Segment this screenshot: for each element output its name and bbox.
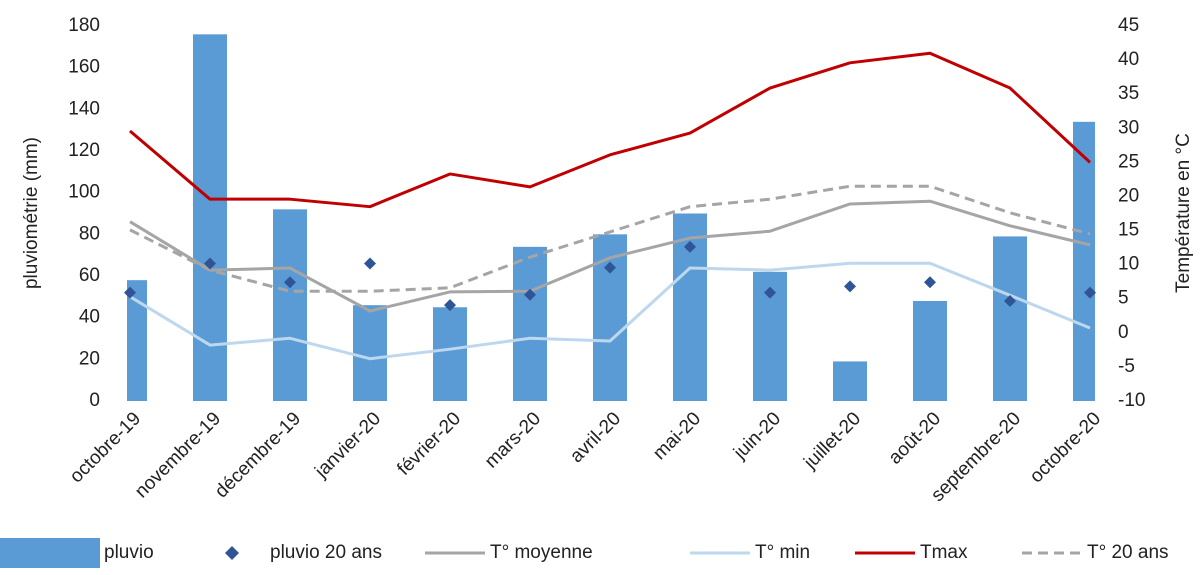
- line: [129, 184, 1091, 293]
- diamond-marker: [364, 257, 376, 270]
- y-tick-label: 140: [68, 98, 100, 119]
- plot-area: [127, 34, 1095, 401]
- bar: [833, 361, 867, 401]
- line: [129, 51, 1092, 209]
- x-tick-label: décembre-19: [211, 408, 305, 502]
- line: [129, 261, 1091, 361]
- y2-axis-title: Température en °C: [1173, 133, 1194, 293]
- bar: [353, 305, 387, 401]
- diamond-marker: [124, 286, 136, 299]
- diamond-marker: [764, 286, 776, 299]
- x-tick-label: juillet-20: [799, 408, 865, 474]
- legend-label: pluvio: [104, 542, 154, 563]
- diamond-marker: [1004, 295, 1016, 307]
- diamond-marker: [204, 257, 216, 270]
- y2-tick-label: 0: [1118, 322, 1129, 343]
- x-tick-label: octobre-19: [66, 408, 145, 487]
- y2-tick-label: 25: [1118, 151, 1139, 172]
- y2-tick-label: -10: [1118, 390, 1145, 411]
- y2-tick-label: 15: [1118, 220, 1139, 241]
- diamond-marker: [1084, 286, 1096, 299]
- bar: [1073, 121, 1095, 401]
- y2-tick-label: 5: [1118, 288, 1129, 309]
- legend-label: T° min: [755, 542, 810, 563]
- x-tick-label: février-20: [393, 408, 465, 480]
- legend-label: T° moyenne: [490, 542, 593, 563]
- y-axis-title: pluviométrie (mm): [21, 137, 42, 289]
- y2-tick-label: 10: [1118, 254, 1139, 275]
- diamond-marker: [524, 288, 536, 301]
- bar: [127, 280, 147, 401]
- y-tick-label: 100: [68, 182, 100, 203]
- bar: [913, 301, 947, 401]
- diamond-marker: [444, 299, 456, 312]
- y2-tick-label: 40: [1118, 49, 1139, 70]
- bar: [433, 307, 467, 401]
- legend-label: pluvio 20 ans: [270, 542, 382, 563]
- y-tick-label: 120: [68, 140, 100, 161]
- diamond-marker: [684, 240, 696, 253]
- diamond-marker: [924, 276, 936, 289]
- y-tick-label: 20: [79, 348, 100, 369]
- line: [129, 199, 1091, 313]
- y-tick-label: 160: [68, 57, 100, 78]
- y2-tick-label: 45: [1118, 15, 1139, 36]
- y-tick-label: 0: [89, 390, 100, 411]
- diamond-marker: [284, 276, 296, 289]
- x-tick-label: mars-20: [481, 408, 545, 472]
- x-tick-label: janvier-20: [311, 408, 386, 483]
- x-tick-label: mai-20: [649, 408, 705, 464]
- y-tick-label: 60: [79, 265, 100, 286]
- x-tick-label: juin-20: [729, 408, 785, 464]
- x-tick-label: octobre-20: [1026, 408, 1105, 487]
- x-tick-label: avril-20: [566, 408, 625, 467]
- legend-swatch: [0, 538, 100, 568]
- y2-tick-label: 35: [1118, 83, 1139, 104]
- diamond-marker: [604, 261, 616, 274]
- x-tick-label: août-20: [885, 408, 945, 468]
- y2-tick-label: 20: [1118, 185, 1139, 206]
- legend-label: T° 20 ans: [1087, 542, 1169, 563]
- y-tick-label: 80: [79, 223, 100, 244]
- bar: [993, 236, 1027, 401]
- legend-label: Tmax: [920, 542, 968, 563]
- y2-tick-label: 30: [1118, 117, 1139, 138]
- bar: [273, 209, 307, 401]
- legend-swatch: [225, 546, 239, 560]
- bar: [513, 246, 547, 401]
- diamond-marker: [844, 280, 856, 293]
- y-tick-label: 180: [68, 15, 100, 36]
- y2-tick-label: -5: [1118, 356, 1135, 377]
- y-tick-label: 40: [79, 307, 100, 328]
